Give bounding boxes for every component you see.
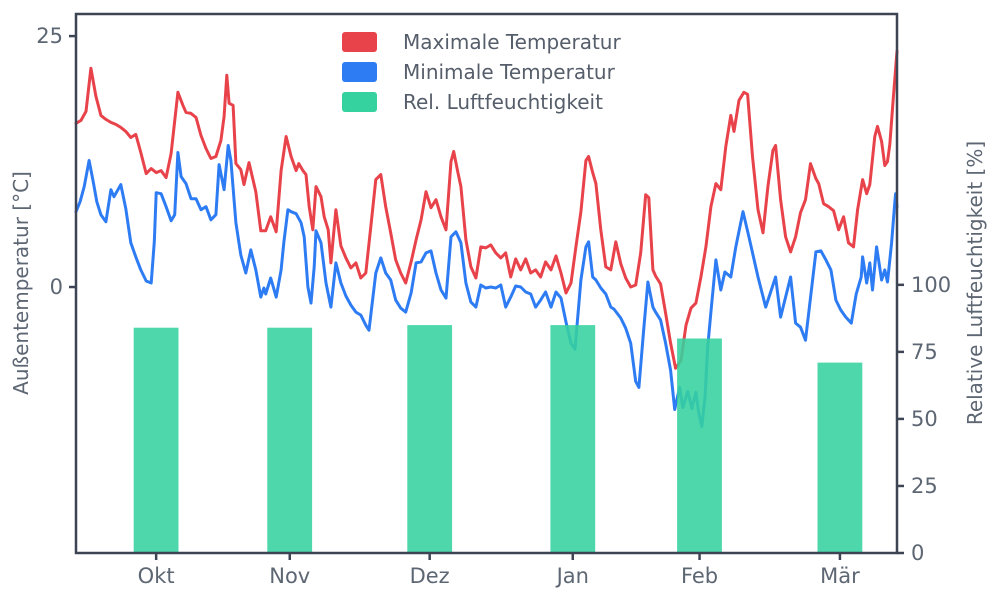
month-tick-label: Okt (138, 564, 175, 588)
humidity-bar-Nov (267, 327, 313, 553)
left-axis-title: Außentemperatur [°C] (9, 171, 33, 395)
humidity-bar-Dez (407, 325, 453, 553)
legend: Maximale Temperatur Minimale Temperatur … (342, 32, 621, 122)
humidity-bar-Okt (133, 327, 179, 553)
legend-label-min-temperature: Minimale Temperatur (403, 60, 615, 84)
month-tick-label: Jan (555, 564, 589, 588)
legend-label-humidity: Rel. Luftfeuchtigkeit (403, 90, 603, 114)
legend-label-max-temperature: Maximale Temperatur (403, 30, 621, 54)
plot-frame (74, 12, 899, 555)
max-temperature-line (74, 49, 899, 370)
min-temperature-line (74, 144, 899, 428)
legend-item-max-temperature: Maximale Temperatur (342, 32, 621, 52)
month-tick-label: Mär (820, 564, 860, 588)
right-axis-title: Relative Luftfeuchtigkeit [%] (963, 140, 987, 426)
legend-item-min-temperature: Minimale Temperatur (342, 62, 621, 82)
legend-swatch-max-temperature (342, 32, 377, 52)
humidity-bar-Feb (677, 338, 722, 553)
humidity-bar-Jan (550, 325, 596, 553)
humidity-bar-Mär (817, 362, 863, 553)
right-tick-label: 50 (911, 407, 938, 431)
month-tick-label: Nov (269, 564, 310, 588)
legend-swatch-humidity (342, 92, 377, 112)
month-tick-label: Feb (681, 564, 718, 588)
right-tick-label: 100 (911, 273, 951, 297)
left-tick-label: 0 (50, 275, 63, 299)
month-tick-label: Dez (410, 564, 450, 588)
right-tick-label: 0 (911, 541, 924, 565)
right-tick-label: 25 (911, 474, 938, 498)
legend-swatch-min-temperature (342, 62, 377, 82)
legend-item-humidity: Rel. Luftfeuchtigkeit (342, 92, 621, 112)
left-tick-label: 25 (36, 24, 63, 48)
right-tick-label: 75 (911, 340, 938, 364)
